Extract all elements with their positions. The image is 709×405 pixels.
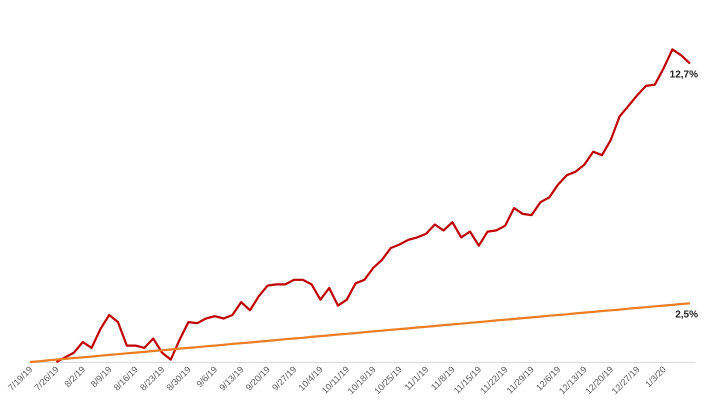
x-tick-label: 8/30/19 <box>165 364 193 392</box>
x-tick-label: 11/22/19 <box>478 364 509 395</box>
x-tick-label: 9/6/19 <box>194 364 219 389</box>
x-tick-label: 9/20/19 <box>244 364 272 392</box>
x-tick-label: 12/27/19 <box>610 364 642 396</box>
x-tick-label: 11/29/19 <box>505 364 536 395</box>
x-tick-label: 9/13/19 <box>217 364 245 392</box>
x-tick-label: 12/20/19 <box>583 364 615 396</box>
x-tick-label: 8/9/19 <box>89 364 114 389</box>
x-tick-label: 8/23/19 <box>138 364 166 392</box>
x-tick-label: 11/15/19 <box>452 364 483 395</box>
x-tick-label: 11/1/19 <box>403 364 431 392</box>
x-tick-label: 7/19/19 <box>6 364 34 392</box>
x-tick-label: 7/26/19 <box>33 364 61 392</box>
end-label: 2,5% <box>675 309 698 320</box>
x-tick-label: 10/25/19 <box>372 364 404 396</box>
x-tick-label: 9/27/19 <box>270 364 298 392</box>
x-tick-label: 8/16/19 <box>112 364 140 392</box>
x-tick-label: 10/18/19 <box>346 364 378 396</box>
series-line <box>55 48 691 363</box>
x-tick-label: 12/13/19 <box>557 364 589 396</box>
end-label: 12,7% <box>670 70 698 81</box>
x-tick-label: 8/2/19 <box>62 364 87 389</box>
series-line <box>29 302 691 364</box>
x-tick-label: 1/3/20 <box>643 364 668 389</box>
